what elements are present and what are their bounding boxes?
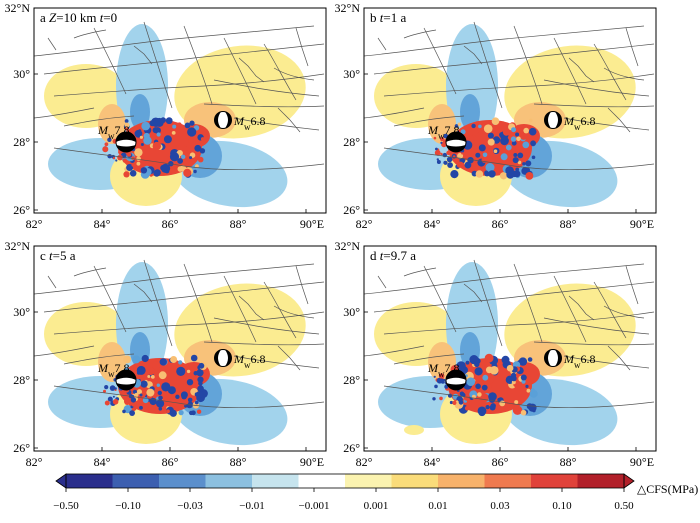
colorbar-tick-label: −0.01 [239,500,264,512]
x-tick-label: 86° [162,217,179,231]
colorbar-tick-label: −0.03 [177,500,203,512]
colorbar-tick-label: 0.50 [614,500,634,512]
colorbar-tick-label: 0.10 [552,500,572,512]
x-tick-label: 86° [492,455,509,469]
map-panel-d: Mw7.8 Mw6.8 d t=9.7 a 32°N 30° 28° 26°82° 84° 86… [335,239,657,469]
event-label-mw68: Mw6.8 [563,352,596,370]
colorbar-tick-label: −0.50 [53,500,79,512]
event-label-mw78: Mw7.8 [97,123,130,141]
event-label-mw68: Mw6.8 [233,114,266,132]
beachball-mw78 [115,369,137,391]
y-tick-label: 32°N [335,1,361,15]
y-tick-label: 32°N [335,239,361,253]
beachball-mw78 [115,131,137,153]
y-tick-label: 30° [343,305,360,319]
near-field-stress [432,353,540,417]
panel-title: d t=9.7 a [370,248,416,263]
colorbar-label: △CFS(MPa) [637,482,698,496]
x-tick-label: 88° [560,217,577,231]
y-tick-label: 26° [13,203,30,217]
colorbar-tick-label: −0.001 [299,500,330,512]
x-tick-label: 84° [424,455,441,469]
beachball-mw68 [544,349,562,367]
x-tick-label: 84° [94,217,111,231]
y-tick-label: 32°N [5,1,31,15]
y-tick-label: 28° [343,135,360,149]
colorbar-tick-label: 0.001 [364,500,389,512]
colorbar-tick-label: 0.03 [490,500,510,512]
colorbar-segment [531,474,578,488]
colorbar-ticks: −0.50 −0.10 −0.03 −0.01 −0.001 0.001 0.01 0.03 0… [53,488,634,512]
panel-frame [363,7,657,214]
x-tick-label: 82° [26,455,43,469]
y-tick-label: 30° [13,305,30,319]
map-panel-c: Mw7.8 Mw6.8 c t=5 a 32°N 30° 28° 26°82° 84° 86° 8… [5,239,327,469]
y-tick-label: 28° [13,135,30,149]
map-panel-a: Mw7.8 Mw6.8 a Z=10 km t=0 32°N 30° 28° 26°82° 8… [5,1,327,231]
x-tick-label: 84° [424,217,441,231]
event-label-mw78: Mw7.8 [97,361,130,379]
colorbar-segment [345,474,392,488]
colorbar-frame [65,473,625,489]
event-label-mw78: Mw7.8 [427,123,460,141]
beachball-mw78 [445,131,467,153]
colorbar-tick-label: −0.10 [115,500,141,512]
stress-lobes [374,24,636,208]
panel-title: b t=1 a [370,10,406,25]
x-tick-label: 88° [230,217,247,231]
panel-frame [33,245,327,452]
event-label-mw68: Mw6.8 [563,114,596,132]
y-tick-label: 28° [343,373,360,387]
panel-title: a Z=10 km t=0 [40,10,117,25]
x-tick-label: 90°E [300,217,324,231]
beachball-mw68 [214,349,232,367]
colorbar-tick-label: 0.01 [428,500,447,512]
y-tick-label: 26° [343,441,360,455]
x-tick-label: 82° [26,217,43,231]
panel-frame [363,245,657,452]
x-tick-label: 88° [230,455,247,469]
x-tick-label: 82° [356,455,373,469]
colorbar-segment [205,474,253,488]
colorbar-right-arrow [623,473,635,489]
colorbar-segment [298,474,346,488]
y-tick-label: 26° [13,441,30,455]
beachball-mw68 [214,111,232,129]
panel-title: c t=5 a [40,248,76,263]
x-tick-label: 82° [356,217,373,231]
isolated-positive-patch [404,425,424,435]
y-tick-label: 28° [13,373,30,387]
colorbar-segment [484,474,532,488]
x-tick-label: 86° [162,455,179,469]
colorbar-segment [252,474,299,488]
x-tick-label: 90°E [630,217,654,231]
colorbar-segment [66,474,113,488]
event-label-mw78: Mw7.8 [427,361,460,379]
colorbar-segment [391,474,439,488]
colorbar-segments [66,474,625,488]
panel-frame [33,7,327,214]
colorbar: △CFS(MPa) −0.50 −0.10 −0.03 −0.01 −0.001 0.00… [53,473,698,512]
y-tick-label: 30° [13,67,30,81]
x-tick-label: 84° [94,455,111,469]
near-field-stress [102,117,210,179]
x-tick-label: 86° [492,217,509,231]
y-tick-label: 26° [343,203,360,217]
colorbar-segment [438,474,485,488]
x-tick-label: 90°E [300,455,324,469]
colorbar-segment [112,474,160,488]
colorbar-left-arrow [55,473,67,489]
x-tick-label: 88° [560,455,577,469]
beachball-mw68 [544,111,562,129]
colorbar-segment [159,474,206,488]
event-label-mw68: Mw6.8 [233,352,266,370]
x-tick-label: 90°E [630,455,654,469]
y-tick-label: 30° [343,67,360,81]
y-tick-label: 32°N [5,239,31,253]
map-panel-b: Mw7.8 Mw6.8 b t=1 a 32°N 30° 28° 26°82° 84° 86° 8… [335,1,657,231]
beachball-mw78 [445,369,467,391]
colorbar-segment [577,474,625,488]
